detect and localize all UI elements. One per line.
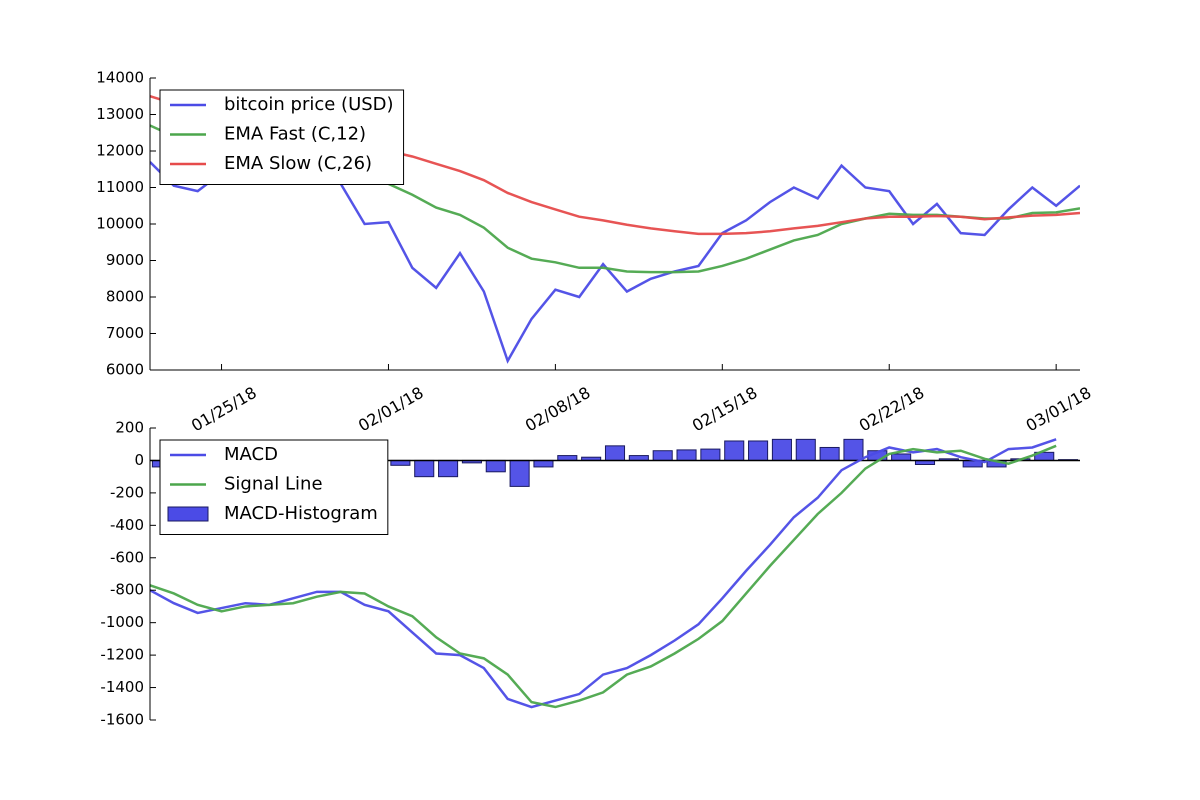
histogram-bar: [891, 453, 912, 461]
y-tick-label: -600: [110, 548, 144, 566]
plot-area: [150, 438, 1101, 709]
y-tick-label: 10000: [96, 215, 144, 233]
legend-label: EMA Slow (C,26): [224, 153, 372, 174]
y-tick-label: 12000: [96, 142, 144, 160]
y-tick-label: -400: [110, 516, 144, 534]
histogram-bar: [533, 459, 554, 468]
legend-swatch: [167, 506, 209, 522]
y-tick-label: 13000: [96, 105, 144, 123]
y-tick-label: -1600: [100, 711, 144, 729]
y-tick-label: 11000: [96, 178, 144, 196]
x-tick-label: 02/08/18: [522, 383, 594, 435]
legend-label: Signal Line: [224, 474, 323, 495]
y-tick-label: -1000: [100, 613, 144, 631]
legend: bitcoin price (USD) EMA Fast (C,12) EMA Sl…: [159, 89, 405, 185]
histogram-bar: [676, 449, 697, 461]
x-tick-label: 02/22/18: [856, 383, 928, 435]
y-tick-label: 6000: [106, 361, 144, 379]
histogram-bar: [843, 438, 864, 461]
y-tick-label: 9000: [106, 251, 144, 269]
y-tick-label: 0: [134, 451, 144, 469]
x-tick-label: 03/01/18: [1023, 383, 1095, 435]
histogram-bar: [509, 459, 530, 487]
x-tick-label: 02/15/18: [689, 383, 761, 435]
histogram-bar: [652, 450, 673, 461]
y-tick-label: -1400: [100, 678, 144, 696]
y-tick-label: -1200: [100, 646, 144, 664]
histogram-bar: [414, 459, 435, 478]
y-tick-label: 14000: [96, 69, 144, 87]
histogram-bar: [604, 445, 626, 461]
legend-label: MACD-Histogram: [224, 503, 378, 524]
x-tick-label: 01/25/18: [188, 383, 260, 435]
series-line: [150, 444, 1057, 709]
y-tick-label: 8000: [106, 288, 144, 306]
histogram-bar: [1082, 455, 1101, 461]
y-tick-label: -200: [110, 483, 144, 501]
histogram-bar: [819, 446, 840, 461]
y-tick-label: -800: [110, 581, 144, 599]
series-line: [150, 161, 1080, 364]
histogram-bar: [700, 448, 721, 461]
histogram-bar: [724, 440, 745, 461]
legend-label: bitcoin price (USD): [224, 94, 394, 115]
histogram-bar: [748, 440, 769, 461]
legend-label: EMA Fast (C,12): [224, 124, 366, 145]
histogram-bar: [438, 459, 459, 478]
y-tick-label: 7000: [106, 324, 144, 342]
histogram-bar: [771, 438, 792, 461]
histogram-bar: [795, 438, 816, 461]
histogram-bar: [485, 459, 506, 473]
x-tick-label: 02/01/18: [355, 383, 427, 435]
y-tick-label: 200: [115, 419, 144, 437]
legend: MACD Signal Line MACD-Histogram: [159, 439, 389, 535]
legend-label: MACD: [224, 444, 278, 465]
